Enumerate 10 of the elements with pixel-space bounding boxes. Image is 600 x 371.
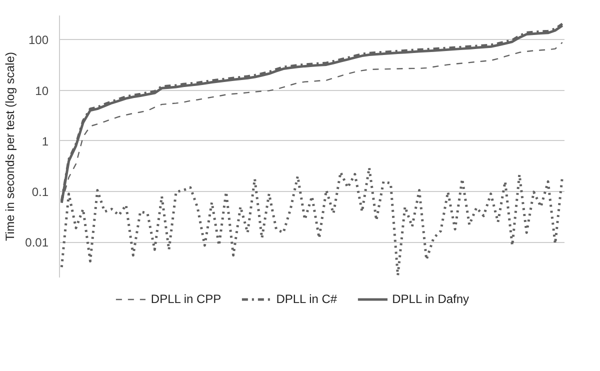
legend-label: DPLL in CPP (150, 292, 222, 306)
line-series (60, 166, 564, 277)
y-tick-label: 0.1 (32, 185, 49, 200)
y-tick-label: 1 (42, 134, 49, 148)
y-tick-label: 100 (28, 33, 49, 48)
y-axis-title: Time in seconds per test (log scale) (3, 52, 18, 241)
y-tick-label: 0.01 (25, 236, 49, 250)
legend-label: DPLL in Dafny (392, 292, 470, 306)
legend-label: DPLL in C# (276, 292, 338, 306)
y-tick-label: 10 (35, 84, 49, 98)
